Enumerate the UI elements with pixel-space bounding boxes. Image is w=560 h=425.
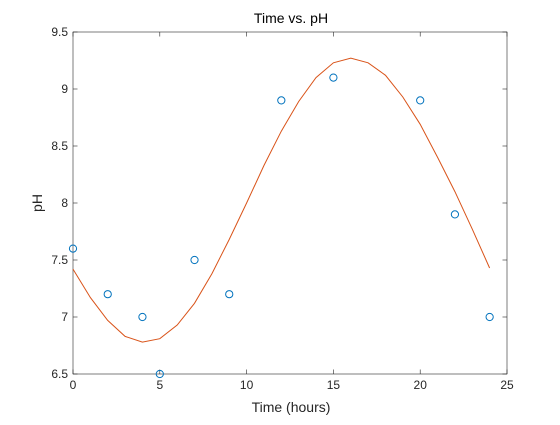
y-tick-label: 9 bbox=[61, 82, 68, 96]
data-point bbox=[225, 290, 234, 299]
y-tick-label: 7.5 bbox=[51, 253, 68, 267]
x-tick-label: 20 bbox=[414, 378, 428, 392]
x-tick-label: 10 bbox=[240, 378, 254, 392]
data-point bbox=[103, 290, 112, 299]
data-point bbox=[485, 312, 494, 322]
x-tick-label: 25 bbox=[500, 378, 514, 392]
data-point bbox=[277, 96, 286, 105]
data-point bbox=[190, 255, 199, 265]
data-point bbox=[138, 312, 147, 322]
y-tick-label: 6.5 bbox=[51, 367, 68, 381]
data-point bbox=[68, 244, 78, 253]
x-tick-label: 5 bbox=[156, 378, 163, 392]
plot-area: 0 5 10 15 20 25 6.5 7 7.5 8 8.5 9 9.5 bbox=[51, 25, 514, 392]
y-tick-label: 8.5 bbox=[51, 139, 68, 153]
x-tick-label: 15 bbox=[327, 378, 341, 392]
data-point bbox=[450, 210, 460, 219]
y-tick-label: 7 bbox=[61, 310, 68, 324]
y-tick-label: 9.5 bbox=[51, 25, 68, 39]
x-tick-label: 0 bbox=[70, 378, 77, 392]
data-point bbox=[329, 73, 338, 82]
y-axis-label: pH bbox=[29, 194, 45, 212]
data-point bbox=[416, 96, 425, 105]
y-tick-label: 8 bbox=[61, 196, 68, 210]
x-axis-label: Time (hours) bbox=[252, 399, 331, 415]
axes-box bbox=[72, 31, 508, 375]
data-point bbox=[155, 369, 164, 379]
chart-title: Time vs. pH bbox=[254, 10, 328, 26]
fit-line bbox=[72, 57, 491, 343]
